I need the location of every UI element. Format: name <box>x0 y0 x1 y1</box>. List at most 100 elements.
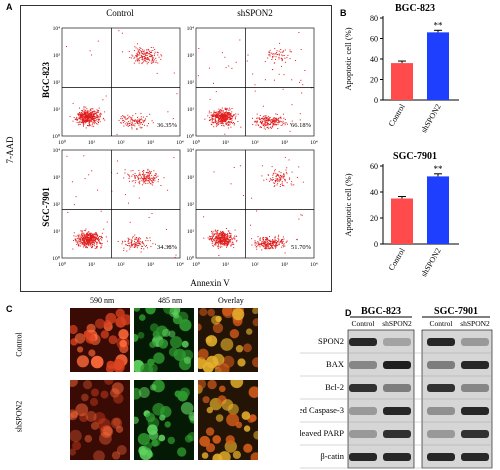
flow-x-tick-label: 10⁴ <box>310 140 318 146</box>
flow-x-tick-label: 10² <box>251 140 259 146</box>
flow-percent-label: 51.70% <box>291 244 312 251</box>
flow-x-tick-label: 10³ <box>147 140 155 146</box>
western-band <box>349 407 377 415</box>
western-band <box>383 338 411 346</box>
western-lane-label: shSPON2 <box>460 319 490 328</box>
western-band <box>461 338 489 346</box>
flow-x-tick-label: 10⁴ <box>176 140 184 146</box>
bar-chart-y-tick-label: 20 <box>370 214 378 223</box>
flow-y-tick-label: 10⁴ <box>53 148 61 154</box>
flow-x-tick-label: 10¹ <box>222 262 230 268</box>
western-blot-panel: BGC-823 SGC-7901 Control shSPON2 Control shSP… <box>300 306 493 469</box>
western-band <box>383 453 411 461</box>
significance-marker: ** <box>434 20 444 30</box>
flow-percent-label: 66.18% <box>291 122 312 129</box>
flow-x-tick-label: 10¹ <box>88 262 96 268</box>
panel-letter-d: D <box>345 308 352 318</box>
western-protein-label: Cleaved Caspase-3 <box>300 405 344 415</box>
bar-category-label: shSPON2 <box>419 103 443 135</box>
western-protein-label: BAX <box>326 359 344 369</box>
western-band <box>383 361 411 369</box>
flow-x-tick-label: 10¹ <box>88 140 96 146</box>
western-protein-label: Bcl-2 <box>325 382 344 392</box>
bar-chart-y-tick-label: 60 <box>370 35 378 44</box>
bar-chart-y-axis-label: Apoptotic cell (%) <box>343 27 353 90</box>
flow-y-tick-label: 10⁴ <box>187 26 195 32</box>
flow-y-tick-label: 10¹ <box>187 229 195 235</box>
bar-chart-y-tick-label: 40 <box>370 55 378 64</box>
western-band <box>427 338 455 346</box>
flow-dots <box>66 155 177 258</box>
western-band <box>349 384 377 392</box>
flow-x-tick-label: 10⁴ <box>176 262 184 268</box>
western-band <box>349 430 377 438</box>
flow-x-tick-label: 10⁰ <box>58 139 67 146</box>
western-band <box>461 453 489 461</box>
western-protein-label: Cleaved PARP <box>300 428 344 438</box>
flow-y-tick-label: 10² <box>53 80 61 86</box>
flow-percent-label: 36.35% <box>157 122 178 129</box>
flow-x-tick-label: 10² <box>117 262 125 268</box>
flow-x-tick-label: 10³ <box>281 262 289 268</box>
flow-y-tick-label: 10¹ <box>187 107 195 113</box>
micro-image-shspon2-0 <box>70 380 130 460</box>
micro-column-label-485nm: 485 nm <box>158 296 183 305</box>
micro-image-shspon2-1 <box>134 380 194 460</box>
flow-x-tick-label: 10² <box>117 140 125 146</box>
western-group-label: SGC-7901 <box>434 306 478 317</box>
western-band <box>383 430 411 438</box>
flow-x-tick-label: 10⁰ <box>192 139 201 146</box>
bar-chart-y-tick-label: 60 <box>370 162 378 171</box>
bar-shspon2 <box>427 32 449 100</box>
flow-y-tick-label: 10⁰ <box>186 133 195 140</box>
micro-column-label-overlay: Overlay <box>218 296 244 305</box>
flow-panel-frame <box>20 5 332 292</box>
flow-y-tick-label: 10⁰ <box>186 255 195 262</box>
western-band <box>349 453 377 461</box>
panel-letter-a: A <box>6 2 13 12</box>
flow-x-tick-label: 10³ <box>281 140 289 146</box>
western-lane-label: Control <box>430 319 453 328</box>
western-lane-label: Control <box>352 319 375 328</box>
western-band <box>427 453 455 461</box>
bar-chart-title: SGC-7901 <box>393 151 437 162</box>
bar-chart-y-tick-label: 40 <box>370 188 378 197</box>
flow-y-tick-label: 10⁴ <box>187 148 195 154</box>
flow-y-tick-label: 10⁰ <box>52 133 61 140</box>
bar-control <box>391 198 413 244</box>
western-group-label: BGC-823 <box>361 306 401 317</box>
micro-row-label-shspon2: shSPON2 <box>14 400 24 433</box>
flow-plot-frame <box>61 149 181 259</box>
flow-x-tick-label: 10³ <box>147 262 155 268</box>
western-band <box>461 384 489 392</box>
western-protein-label: SPON2 <box>318 336 344 346</box>
flow-y-tick-label: 10³ <box>53 53 61 59</box>
flow-y-tick-label: 10² <box>53 202 61 208</box>
flow-cytometry-panel: 7-AAD Annexin V Control shSPON2 BGC-823 … <box>5 8 318 288</box>
western-lane-label: shSPON2 <box>382 319 412 328</box>
flow-plot-frame <box>195 149 315 259</box>
western-band <box>461 361 489 369</box>
flow-y-tick-label: 10³ <box>187 175 195 181</box>
significance-marker: ** <box>434 164 444 174</box>
western-band <box>349 338 377 346</box>
flow-column-label-control: Control <box>106 8 134 18</box>
panel-letter-b: B <box>340 8 347 18</box>
flow-y-tick-label: 10¹ <box>53 107 61 113</box>
micro-column-label-590nm: 590 nm <box>90 296 115 305</box>
flow-plot-frame <box>61 27 181 137</box>
western-band <box>427 430 455 438</box>
flow-y-tick-label: 10³ <box>187 53 195 59</box>
bar-chart-bgc823: BGC-823 Apoptotic cell (%) 0 20 40 60 80 Contro… <box>343 3 459 135</box>
micro-image-control-2 <box>198 308 258 372</box>
flow-y-tick-label: 10⁰ <box>52 255 61 262</box>
western-band <box>461 407 489 415</box>
micro-image-control-1 <box>134 308 194 372</box>
flow-x-tick-label: 10⁰ <box>58 261 67 268</box>
bar-shspon2 <box>427 176 449 244</box>
bar-chart-y-tick-label: 0 <box>374 240 378 249</box>
flow-column-label-shspon2: shSPON2 <box>237 8 273 18</box>
flow-dots <box>203 156 304 256</box>
